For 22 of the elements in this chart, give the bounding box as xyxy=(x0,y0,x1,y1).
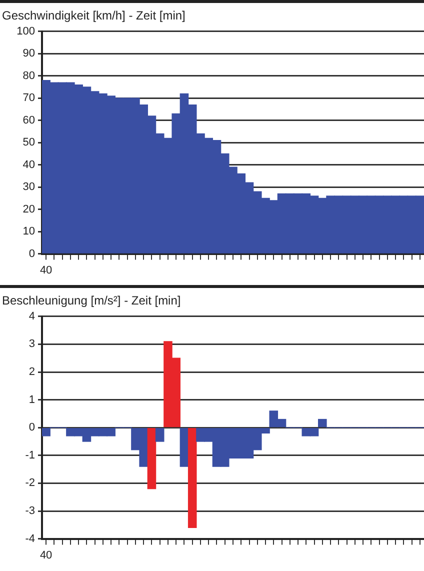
chart-title: Geschwindigkeit [km/h] - Zeit [min] xyxy=(2,8,186,23)
y-tick-label: -1 xyxy=(25,449,35,462)
y-tick-label: 2 xyxy=(28,366,35,378)
y-tick-label: 60 xyxy=(22,114,35,126)
y-tick-label: -2 xyxy=(25,477,35,490)
y-tick-label: 4 xyxy=(28,310,35,322)
y-tick-label: 30 xyxy=(22,181,35,194)
y-tick-label: -3 xyxy=(25,505,35,518)
y-tick-label: 10 xyxy=(22,226,35,238)
y-tick-label: 70 xyxy=(22,92,35,104)
y-tick-label: 90 xyxy=(22,48,35,60)
y-tick-label: 50 xyxy=(22,136,35,149)
chart-title: Beschleunigung [m/s²] - Zeit [min] xyxy=(2,294,181,308)
y-tick-label: 100 xyxy=(16,25,35,38)
y-tick-label: 80 xyxy=(22,70,35,82)
y-tick-label: 1 xyxy=(28,394,35,406)
y-tick-label: 20 xyxy=(22,203,35,216)
y-tick-label: 0 xyxy=(28,422,35,434)
y-tick-label: -4 xyxy=(25,532,35,545)
y-tick-label: 0 xyxy=(28,248,35,260)
y-tick-label: 40 xyxy=(22,158,35,171)
y-tick-label: 3 xyxy=(28,338,35,350)
